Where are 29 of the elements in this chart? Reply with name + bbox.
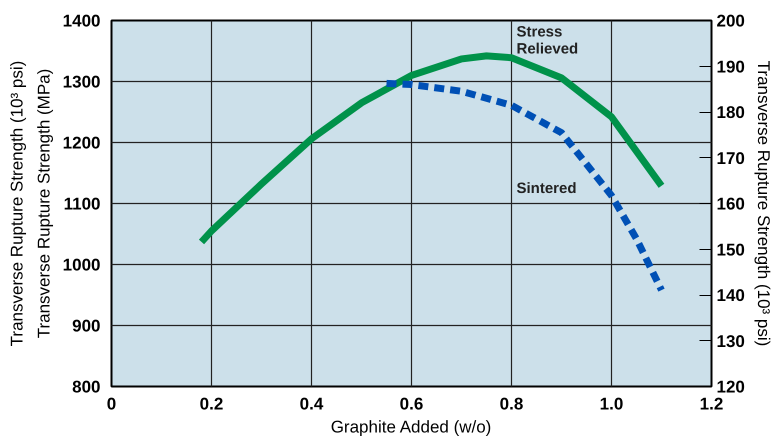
y2-tick-label: 190 <box>716 57 745 76</box>
x-tick-label: 1.0 <box>600 394 624 414</box>
y2-tick-label: 160 <box>716 194 745 214</box>
series-label: Stress Relieved <box>516 24 578 58</box>
text: Transverse Rupture Strength (10³ psi) <box>8 60 26 346</box>
x-tick-label: 0 <box>106 394 116 414</box>
y2-tick-label: 150 <box>716 240 745 260</box>
y-tick-label: 1300 <box>62 72 101 92</box>
y2-tick-label: 200 <box>716 12 745 30</box>
x-tick-label: 1.2 <box>700 394 724 414</box>
x-tick-label: 0.2 <box>200 394 224 414</box>
y-tick-label: 1400 <box>62 12 101 30</box>
y-tick-label: 900 <box>72 316 101 336</box>
y2-tick-label: 120 <box>716 378 745 396</box>
y2-tick-label: 180 <box>716 103 745 122</box>
y-tick-label: 1000 <box>62 256 101 274</box>
x-axis-title: Graphite Added (w/o) <box>330 418 492 436</box>
y-axis-title: Transverse Rupture Strength (MPa) <box>34 68 54 338</box>
y2-tick-label: 130 <box>716 332 745 351</box>
x-tick-label: 0.4 <box>300 394 324 414</box>
x-tick-label: 0.6 <box>400 394 424 414</box>
x-tick-label: 0.8 <box>500 394 524 414</box>
y2-axis-title: Transverse Rupture Strength (10³ psi) <box>754 60 773 346</box>
y-tick-label: 1200 <box>62 134 101 152</box>
y2-tick-label: 140 <box>716 286 745 305</box>
y2-tick-label: 170 <box>716 148 745 168</box>
y-tick-label: 1100 <box>64 194 101 214</box>
series-label: Sintered <box>516 180 577 197</box>
y-tick-label: 800 <box>72 378 101 396</box>
